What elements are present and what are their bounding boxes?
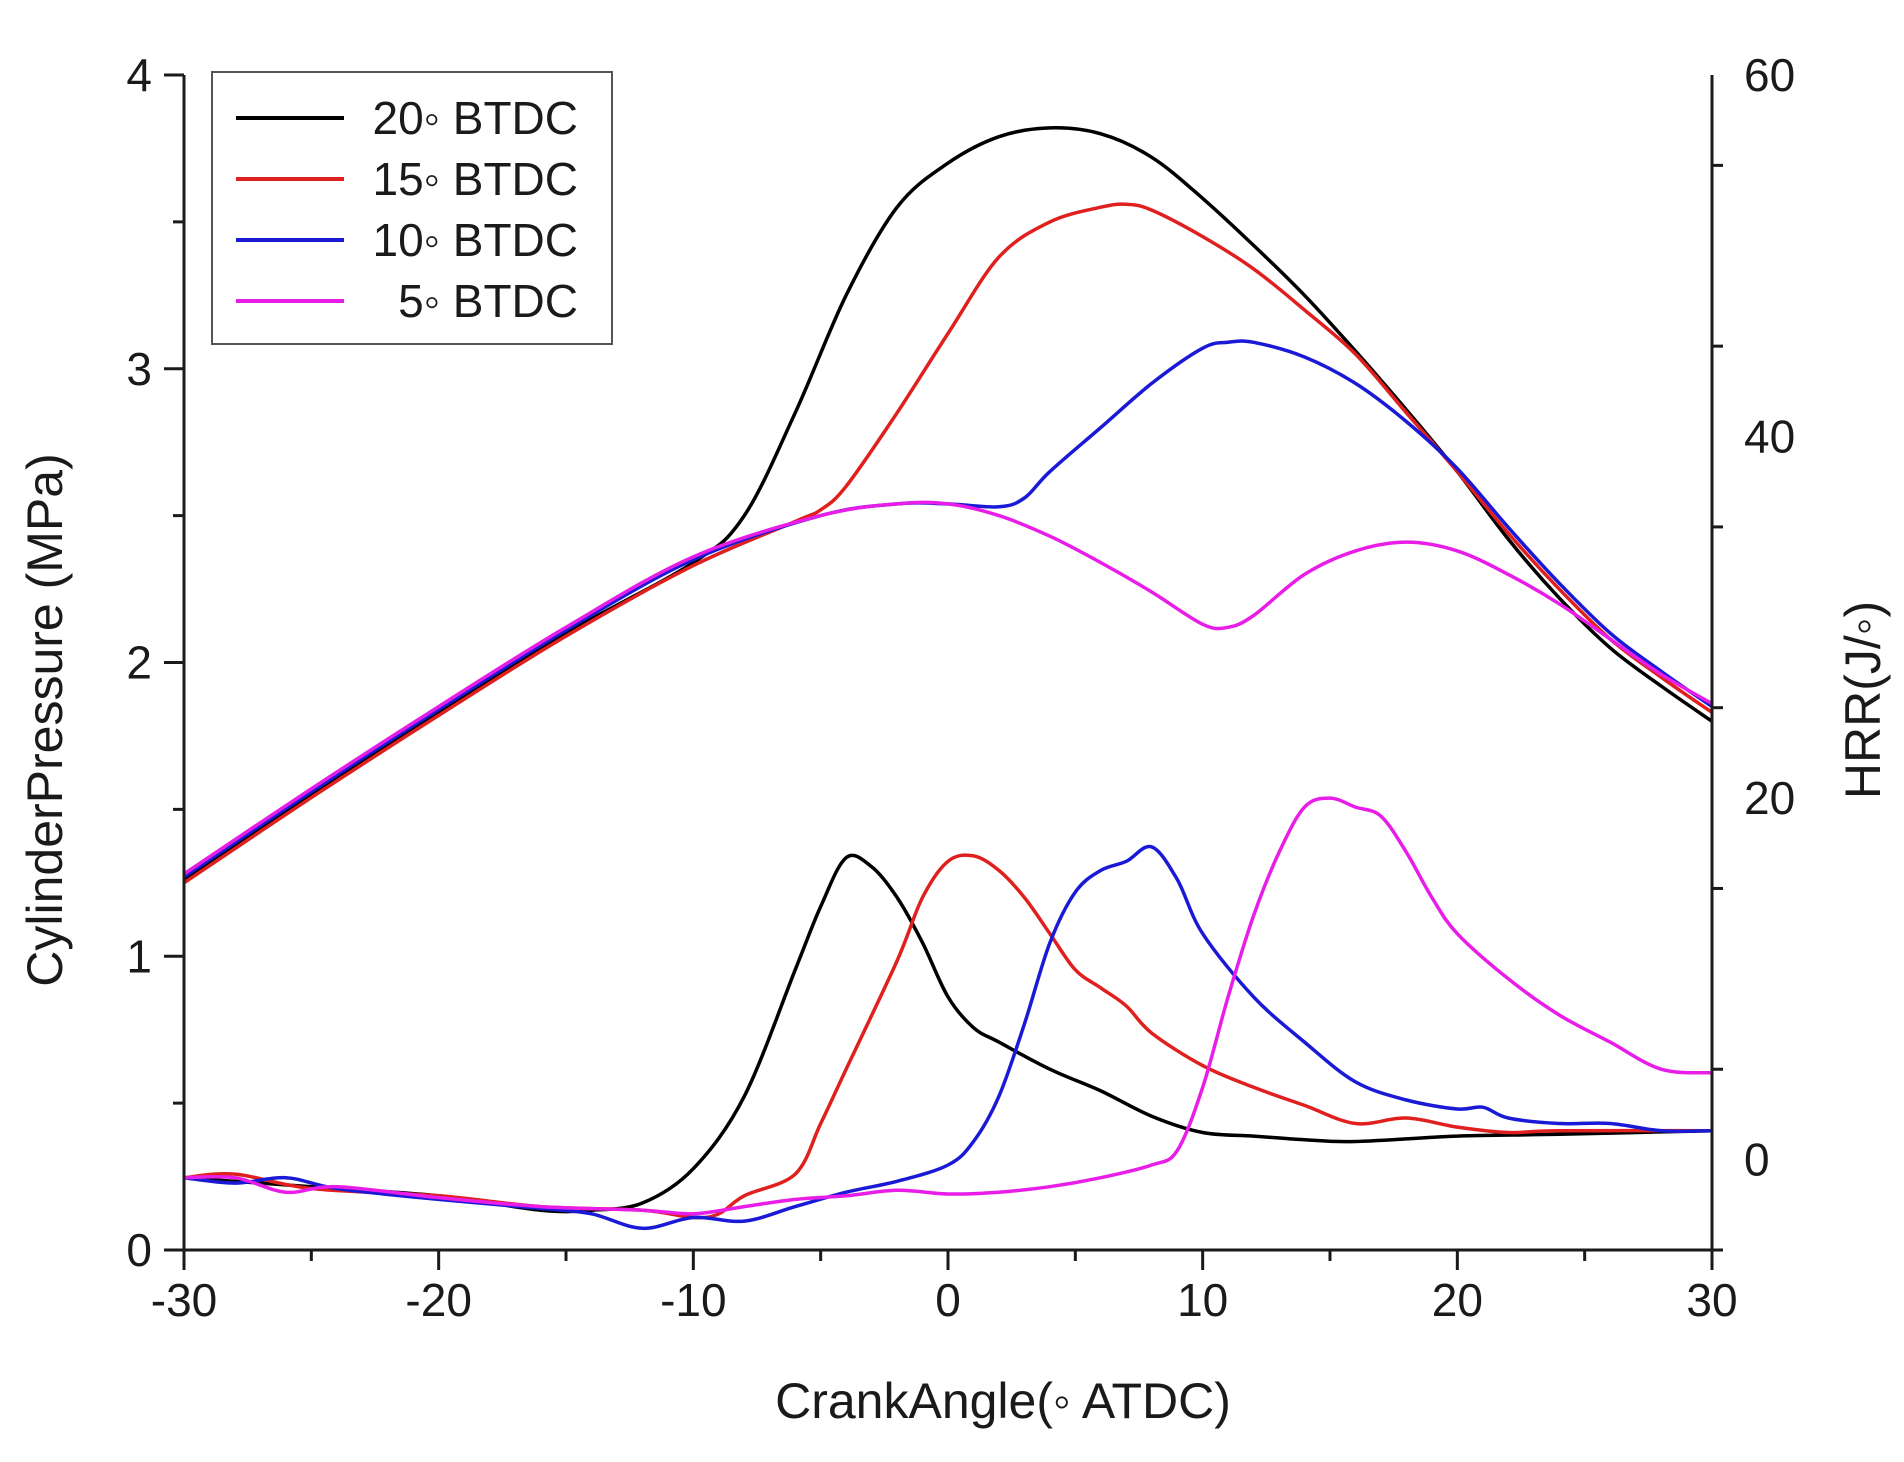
y-right-tick-label: 20	[1744, 772, 1795, 824]
y-left-tick-label: 4	[126, 49, 152, 101]
pressure-line-20-btdc	[183, 126, 1713, 882]
y-right-tick-label: 40	[1744, 411, 1795, 463]
x-tick-label: -20	[405, 1274, 471, 1326]
x-axis-title: CrankAngle(◦ ATDC)	[775, 1373, 1231, 1429]
pressure-line-5-btdc	[183, 500, 1713, 876]
legend: 20◦ BTDC 15◦ BTDC 10◦ BTDC 5◦ BTDC	[211, 71, 613, 345]
x-tick-label: 10	[1177, 1274, 1228, 1326]
x-tick-label: -30	[151, 1274, 217, 1326]
y-left-tick-label: 3	[126, 343, 152, 395]
series-layer	[183, 126, 1713, 1231]
legend-label-20-btdc: 20◦ BTDC	[373, 92, 578, 144]
y-left-tick-label: 0	[126, 1224, 152, 1276]
y-right-tick-label: 60	[1744, 49, 1795, 101]
hrr-line-10-btdc	[183, 844, 1713, 1231]
y-axis-right-title: HRR(J/◦)	[1835, 601, 1891, 799]
x-tick-label: 30	[1686, 1274, 1737, 1326]
y-left-tick-label: 2	[126, 637, 152, 689]
legend-label-5-btdc: 5◦ BTDC	[398, 275, 578, 327]
y-axis-left-title: CylinderPressure (MPa)	[17, 453, 73, 986]
pressure-line-10-btdc	[183, 339, 1713, 879]
x-tick-label: -10	[660, 1274, 726, 1326]
y-right-tick-label: 0	[1744, 1134, 1770, 1186]
legend-label-10-btdc: 10◦ BTDC	[373, 214, 578, 266]
pressure-line-15-btdc	[183, 202, 1713, 885]
x-tick-label: 0	[935, 1274, 961, 1326]
legend-items: 20◦ BTDC 15◦ BTDC 10◦ BTDC 5◦ BTDC	[236, 92, 578, 327]
y-left-tick-label: 1	[126, 930, 152, 982]
hrr-line-5-btdc	[183, 796, 1713, 1216]
legend-label-15-btdc: 15◦ BTDC	[373, 153, 578, 205]
x-tick-label: 20	[1432, 1274, 1483, 1326]
